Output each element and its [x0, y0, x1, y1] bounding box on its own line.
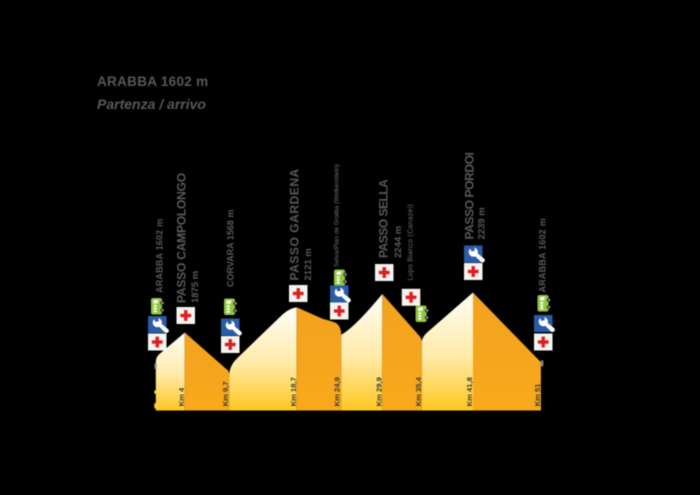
- svg-text:PASSO SELLA: PASSO SELLA: [377, 179, 391, 258]
- svg-text:Km 9,7: Km 9,7: [221, 381, 230, 406]
- svg-text:Km 18,7: Km 18,7: [289, 377, 298, 406]
- svg-text:PASSO GARDENA: PASSO GARDENA: [288, 168, 302, 280]
- svg-text:Km 41,8: Km 41,8: [465, 377, 474, 406]
- svg-text:CORVARA 1568 m: CORVARA 1568 m: [226, 210, 236, 287]
- svg-text:Lupo Bianco (Canazei): Lupo Bianco (Canazei): [408, 204, 415, 280]
- svg-text:ARABBA 1602 m: ARABBA 1602 m: [155, 219, 165, 293]
- svg-text:Km 24,9: Km 24,9: [333, 377, 342, 406]
- svg-text:PASSO CAMPOLONGO: PASSO CAMPOLONGO: [175, 173, 189, 303]
- svg-text:2239 m: 2239 m: [477, 207, 488, 239]
- svg-text:Km 35,4: Km 35,4: [414, 376, 423, 406]
- svg-text:Km 4: Km 4: [177, 387, 186, 406]
- svg-text:ARABBA 1602 m: ARABBA 1602 m: [538, 218, 548, 292]
- svg-text:2244 m: 2244 m: [393, 226, 404, 258]
- svg-text:PASSO PORDOI: PASSO PORDOI: [463, 152, 477, 239]
- svg-text:2121 m: 2121 m: [303, 248, 314, 280]
- svg-text:Selva/Plan de Gralba (Wolkenst: Selva/Plan de Gralba (Wolkenstein): [334, 164, 341, 267]
- svg-text:1875 m: 1875 m: [190, 271, 201, 303]
- svg-text:Km 29,9: Km 29,9: [375, 377, 384, 406]
- svg-text:Km 51: Km 51: [533, 383, 542, 407]
